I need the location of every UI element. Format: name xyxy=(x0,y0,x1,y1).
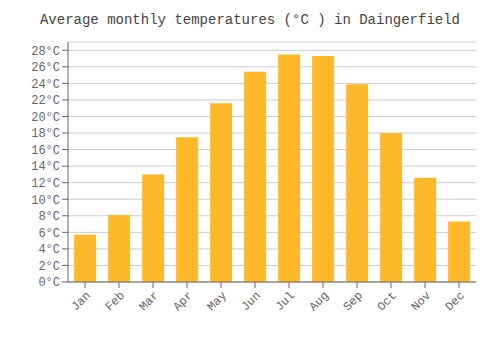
svg-text:14°C: 14°C xyxy=(31,160,60,174)
svg-text:Dec: Dec xyxy=(443,289,468,314)
svg-text:16°C: 16°C xyxy=(31,144,60,158)
svg-text:Apr: Apr xyxy=(171,289,196,314)
svg-text:Jun: Jun xyxy=(239,289,264,314)
svg-text:Feb: Feb xyxy=(103,289,128,314)
svg-text:Jan: Jan xyxy=(69,289,94,314)
html-text:Average monthly temperatures (: Average monthly temperatures (°C ) in Da… xyxy=(40,12,460,28)
svg-text:0°C: 0°C xyxy=(38,276,60,290)
svg-text:8°C: 8°C xyxy=(38,210,60,224)
svg-text:10°C: 10°C xyxy=(31,194,60,208)
svg-text:24°C: 24°C xyxy=(31,78,60,92)
svg-text:Nov: Nov xyxy=(409,289,434,314)
svg-text:Sep: Sep xyxy=(341,289,366,314)
svg-text:4°C: 4°C xyxy=(38,243,60,257)
svg-text:Aug: Aug xyxy=(307,289,332,314)
svg-text:May: May xyxy=(205,289,230,314)
svg-text:22°C: 22°C xyxy=(31,94,60,108)
svg-text:26°C: 26°C xyxy=(31,61,60,75)
svg-text:Jul: Jul xyxy=(273,289,298,314)
svg-text:Oct: Oct xyxy=(375,289,400,314)
svg-text:6°C: 6°C xyxy=(38,227,60,241)
svg-text:2°C: 2°C xyxy=(38,260,60,274)
svg-text:20°C: 20°C xyxy=(31,111,60,125)
svg-text:28°C: 28°C xyxy=(31,45,60,59)
svg-text:12°C: 12°C xyxy=(31,177,60,191)
svg-text:Mar: Mar xyxy=(137,289,162,314)
svg-text:18°C: 18°C xyxy=(31,127,60,141)
